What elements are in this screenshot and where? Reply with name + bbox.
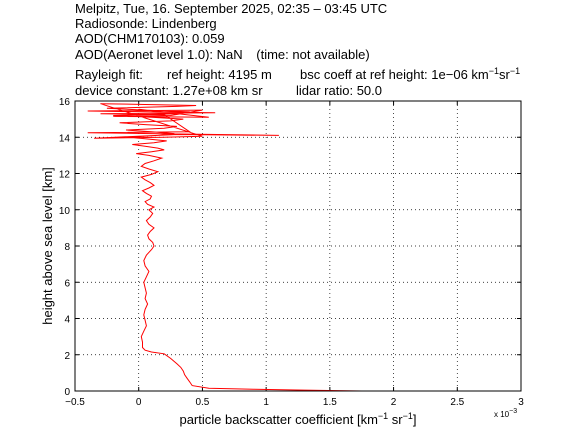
x-tick-label: 3 [518, 397, 524, 408]
header-aod-chm: AOD(CHM170103): 0.059 [75, 31, 225, 46]
bsc-sr-unit: sr [499, 67, 511, 82]
header-title: Melpitz, Tue, 16. September 2025, 02:35 … [75, 1, 387, 16]
xlabel-sr-exponent: −1 [403, 411, 413, 421]
bsc-km-exponent: −1 [489, 66, 499, 76]
bsc-coeff-text: bsc coeff at ref height: 1e−06 km [300, 67, 489, 82]
y-tick-label: 4 [64, 315, 70, 326]
xlabel-close: ] [413, 412, 417, 427]
y-tick-label: 12 [59, 170, 71, 181]
y-tick-label: 8 [64, 242, 70, 253]
grid-lines [75, 101, 521, 391]
x-tick-label: 2 [391, 397, 397, 408]
xlabel-sr: sr [388, 412, 403, 427]
header-device-constant: device constant: 1.27e+08 km sr [75, 83, 263, 98]
header-bsc-coeff: bsc coeff at ref height: 1e−06 km−1sr−1 [300, 66, 520, 82]
y-tick-label: 6 [64, 278, 70, 289]
x-scale-exponent: −3 [509, 408, 517, 415]
aod-aeronet-value: AOD(Aeronet level 1.0): NaN [75, 47, 243, 62]
y-tick-labels: 0 2 4 6 8 10 12 14 16 [59, 97, 71, 398]
plot-frame [74, 100, 522, 392]
header-radiosonde: Radiosonde: Lindenberg [75, 16, 217, 31]
axis-ticks [74, 100, 522, 392]
x-tick-label: 0 [136, 397, 142, 408]
x-tick-labels: −0.5 0 0.5 1 1.5 2 2.5 3 [65, 397, 524, 408]
y-tick-label: 2 [64, 351, 70, 362]
xlabel-text: particle backscatter coefficient [km [179, 412, 377, 427]
y-tick-label: 16 [59, 97, 71, 108]
x-scale-factor: x 10−3 [494, 408, 517, 419]
y-tick-label: 0 [64, 387, 70, 398]
bsc-sr-exponent: −1 [510, 66, 520, 76]
x-tick-label: 1.5 [323, 397, 337, 408]
y-axis-label: height above sea level [km] [40, 167, 55, 325]
header-rayleigh-label: Rayleigh fit: [75, 67, 143, 82]
x-axis-label: particle backscatter coefficient [km−1 s… [179, 411, 416, 427]
header-ref-height: ref height: 4195 m [167, 67, 272, 82]
x-tick-label: 1 [263, 397, 269, 408]
y-tick-label: 14 [59, 133, 71, 144]
x-tick-label: −0.5 [65, 397, 85, 408]
x-scale-base: x 10 [494, 410, 510, 419]
header-lidar-ratio: lidar ratio: 50.0 [296, 83, 382, 98]
x-tick-label: 0.5 [195, 397, 209, 408]
x-tick-label: 2.5 [450, 397, 464, 408]
header-aod-aeronet: AOD(Aeronet level 1.0): NaN (time: not a… [75, 47, 370, 62]
y-tick-label: 10 [59, 206, 71, 217]
backscatter-profile-line [87, 103, 362, 392]
aod-aeronet-note: (time: not available) [256, 47, 369, 62]
xlabel-km-exponent: −1 [378, 411, 388, 421]
